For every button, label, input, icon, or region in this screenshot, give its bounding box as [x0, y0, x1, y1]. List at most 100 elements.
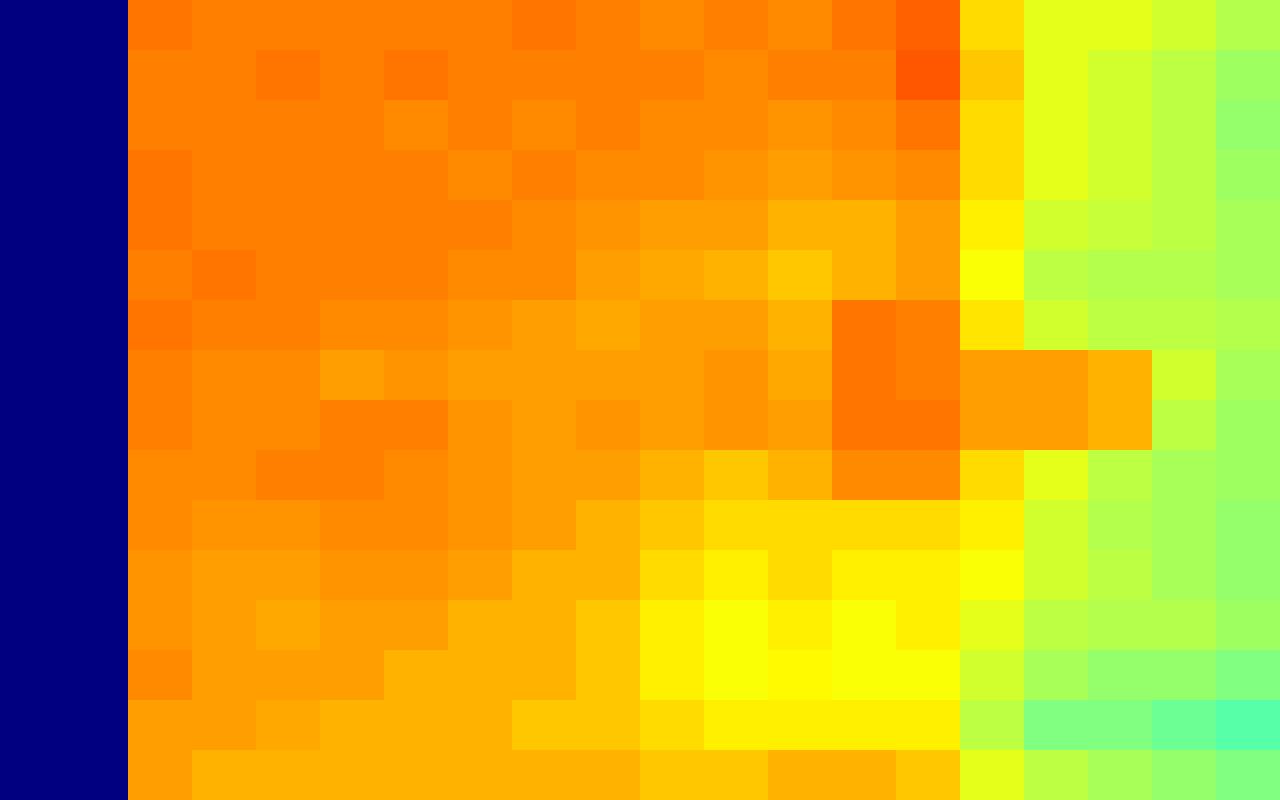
heatmap-cell [64, 400, 129, 451]
heatmap-cell [960, 0, 1025, 51]
heatmap-cell [704, 650, 769, 701]
heatmap-cell [1152, 350, 1217, 401]
heatmap-cell [1088, 550, 1153, 601]
heatmap-cells [0, 0, 1280, 800]
heatmap-cell [256, 200, 321, 251]
heatmap-cell [640, 250, 705, 301]
heatmap-cell [640, 750, 705, 800]
heatmap-cell [1024, 300, 1089, 351]
heatmap-cell [896, 550, 961, 601]
heatmap-cell [576, 550, 641, 601]
heatmap-cell [384, 250, 449, 301]
heatmap-cell [1152, 300, 1217, 351]
heatmap-cell [1216, 200, 1280, 251]
heatmap-cell [0, 500, 65, 551]
heatmap-cell [0, 750, 65, 800]
heatmap-cell [320, 500, 385, 551]
chart [0, 0, 1280, 800]
heatmap-cell [832, 400, 897, 451]
heatmap-cell [1216, 0, 1280, 51]
heatmap-cell [384, 400, 449, 451]
heatmap-cell [1216, 750, 1280, 800]
heatmap-cell [320, 750, 385, 800]
heatmap-cell [320, 600, 385, 651]
heatmap-cell [896, 500, 961, 551]
heatmap-cell [0, 600, 65, 651]
heatmap-cell [576, 350, 641, 401]
heatmap-cell [640, 600, 705, 651]
heatmap-cell [1216, 500, 1280, 551]
heatmap-cell [896, 650, 961, 701]
heatmap-cell [448, 300, 513, 351]
heatmap-cell [1088, 450, 1153, 501]
heatmap-cell [1216, 250, 1280, 301]
heatmap-cell [256, 750, 321, 800]
heatmap-cell [960, 350, 1025, 401]
heatmap-cell [1216, 600, 1280, 651]
heatmap-cell [1024, 450, 1089, 501]
heatmap-cell [128, 150, 193, 201]
heatmap-cell [640, 0, 705, 51]
heatmap-cell [128, 50, 193, 101]
heatmap-cell [704, 150, 769, 201]
heatmap-cell [384, 200, 449, 251]
heatmap-cell [512, 350, 577, 401]
heatmap-cell [128, 300, 193, 351]
heatmap-cell [512, 450, 577, 501]
heatmap-cell [1088, 350, 1153, 401]
heatmap-cell [128, 750, 193, 800]
heatmap-cell [128, 450, 193, 501]
heatmap-cell [1216, 550, 1280, 601]
heatmap-cell [64, 250, 129, 301]
heatmap-cell [1024, 50, 1089, 101]
heatmap-cell [576, 750, 641, 800]
heatmap-cell [1216, 300, 1280, 351]
heatmap-cell [384, 600, 449, 651]
heatmap-cell [576, 400, 641, 451]
heatmap-cell [448, 650, 513, 701]
heatmap-cell [320, 450, 385, 501]
heatmap-cell [64, 500, 129, 551]
heatmap-cell [960, 550, 1025, 601]
heatmap-cell [1024, 550, 1089, 601]
heatmap-cell [64, 450, 129, 501]
heatmap-cell [896, 50, 961, 101]
heatmap-cell [512, 750, 577, 800]
heatmap-cell [1088, 300, 1153, 351]
heatmap-cell [1152, 50, 1217, 101]
heatmap-cell [1088, 0, 1153, 51]
heatmap-cell [704, 450, 769, 501]
heatmap-cell [0, 650, 65, 701]
heatmap-cell [576, 0, 641, 51]
heatmap-cell [64, 150, 129, 201]
heatmap-cell [512, 100, 577, 151]
heatmap-cell [896, 750, 961, 800]
heatmap-cell [704, 0, 769, 51]
heatmap-cell [512, 550, 577, 601]
heatmap-cell [960, 450, 1025, 501]
heatmap-cell [1152, 600, 1217, 651]
heatmap-cell [960, 200, 1025, 251]
heatmap-cell [640, 650, 705, 701]
heatmap-cell [896, 100, 961, 151]
heatmap-cell [832, 50, 897, 101]
heatmap-cell [384, 550, 449, 601]
heatmap-cell [384, 150, 449, 201]
heatmap-cell [192, 600, 257, 651]
heatmap-cell [896, 150, 961, 201]
heatmap-cell [320, 350, 385, 401]
heatmap-cell [576, 100, 641, 151]
heatmap-cell [512, 200, 577, 251]
heatmap-cell [640, 150, 705, 201]
heatmap-cell [512, 50, 577, 101]
heatmap-cell [1024, 750, 1089, 800]
heatmap-cell [128, 100, 193, 151]
heatmap-cell [448, 100, 513, 151]
heatmap-cell [448, 450, 513, 501]
heatmap-cell [768, 150, 833, 201]
heatmap-cell [192, 700, 257, 751]
heatmap-cell [640, 350, 705, 401]
heatmap-cell [960, 100, 1025, 151]
heatmap-cell [256, 550, 321, 601]
heatmap-cell [128, 200, 193, 251]
